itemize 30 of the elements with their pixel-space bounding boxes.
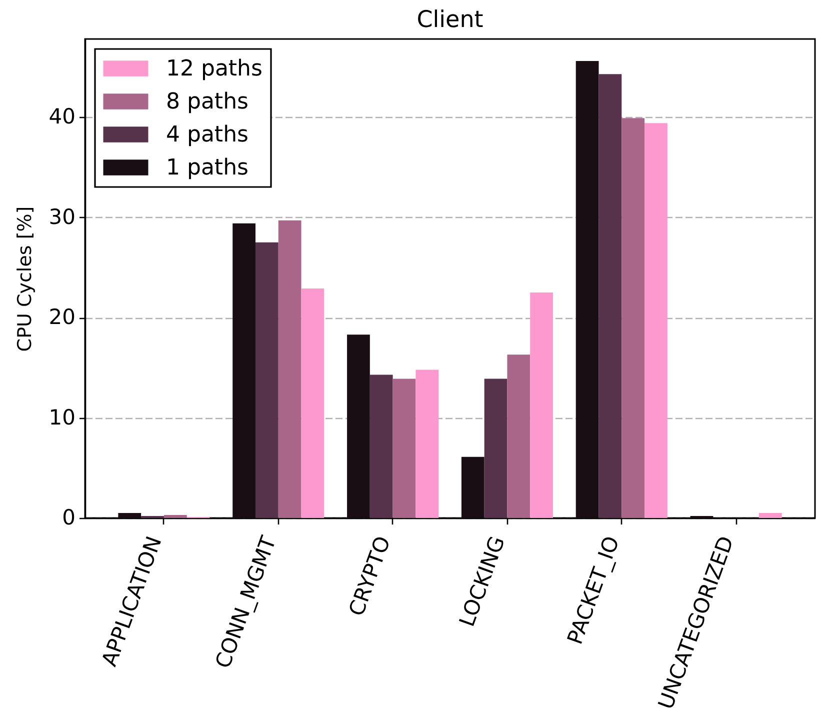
bar [416, 370, 439, 518]
legend-label: 12 paths [166, 56, 262, 82]
bar [622, 118, 645, 518]
y-tick-label: 20 [48, 305, 76, 330]
bar [530, 292, 553, 518]
bar [598, 74, 622, 518]
y-axis-title: CPU Cycles [%] [14, 206, 36, 352]
y-tick-label: 0 [62, 506, 76, 530]
bar [347, 334, 370, 518]
legend-label: 1 paths [166, 156, 248, 180]
bar [164, 514, 187, 518]
bar [301, 288, 324, 518]
bar [278, 220, 302, 518]
bar [644, 123, 668, 518]
bar [118, 512, 142, 518]
y-tick-label: 40 [48, 104, 76, 129]
bar [370, 374, 393, 518]
bar [507, 354, 530, 518]
legend-label: 8 paths [166, 90, 248, 114]
y-tick-label: 30 [48, 204, 76, 229]
bar [576, 61, 599, 518]
bar [232, 223, 256, 518]
bar [758, 512, 782, 518]
bar [392, 378, 416, 518]
chart-title: Client [416, 7, 484, 33]
bar [255, 242, 278, 518]
bar [461, 456, 484, 518]
bar [484, 378, 508, 518]
legend-label: 4 paths [166, 122, 248, 148]
y-tick-label: 10 [48, 405, 76, 430]
